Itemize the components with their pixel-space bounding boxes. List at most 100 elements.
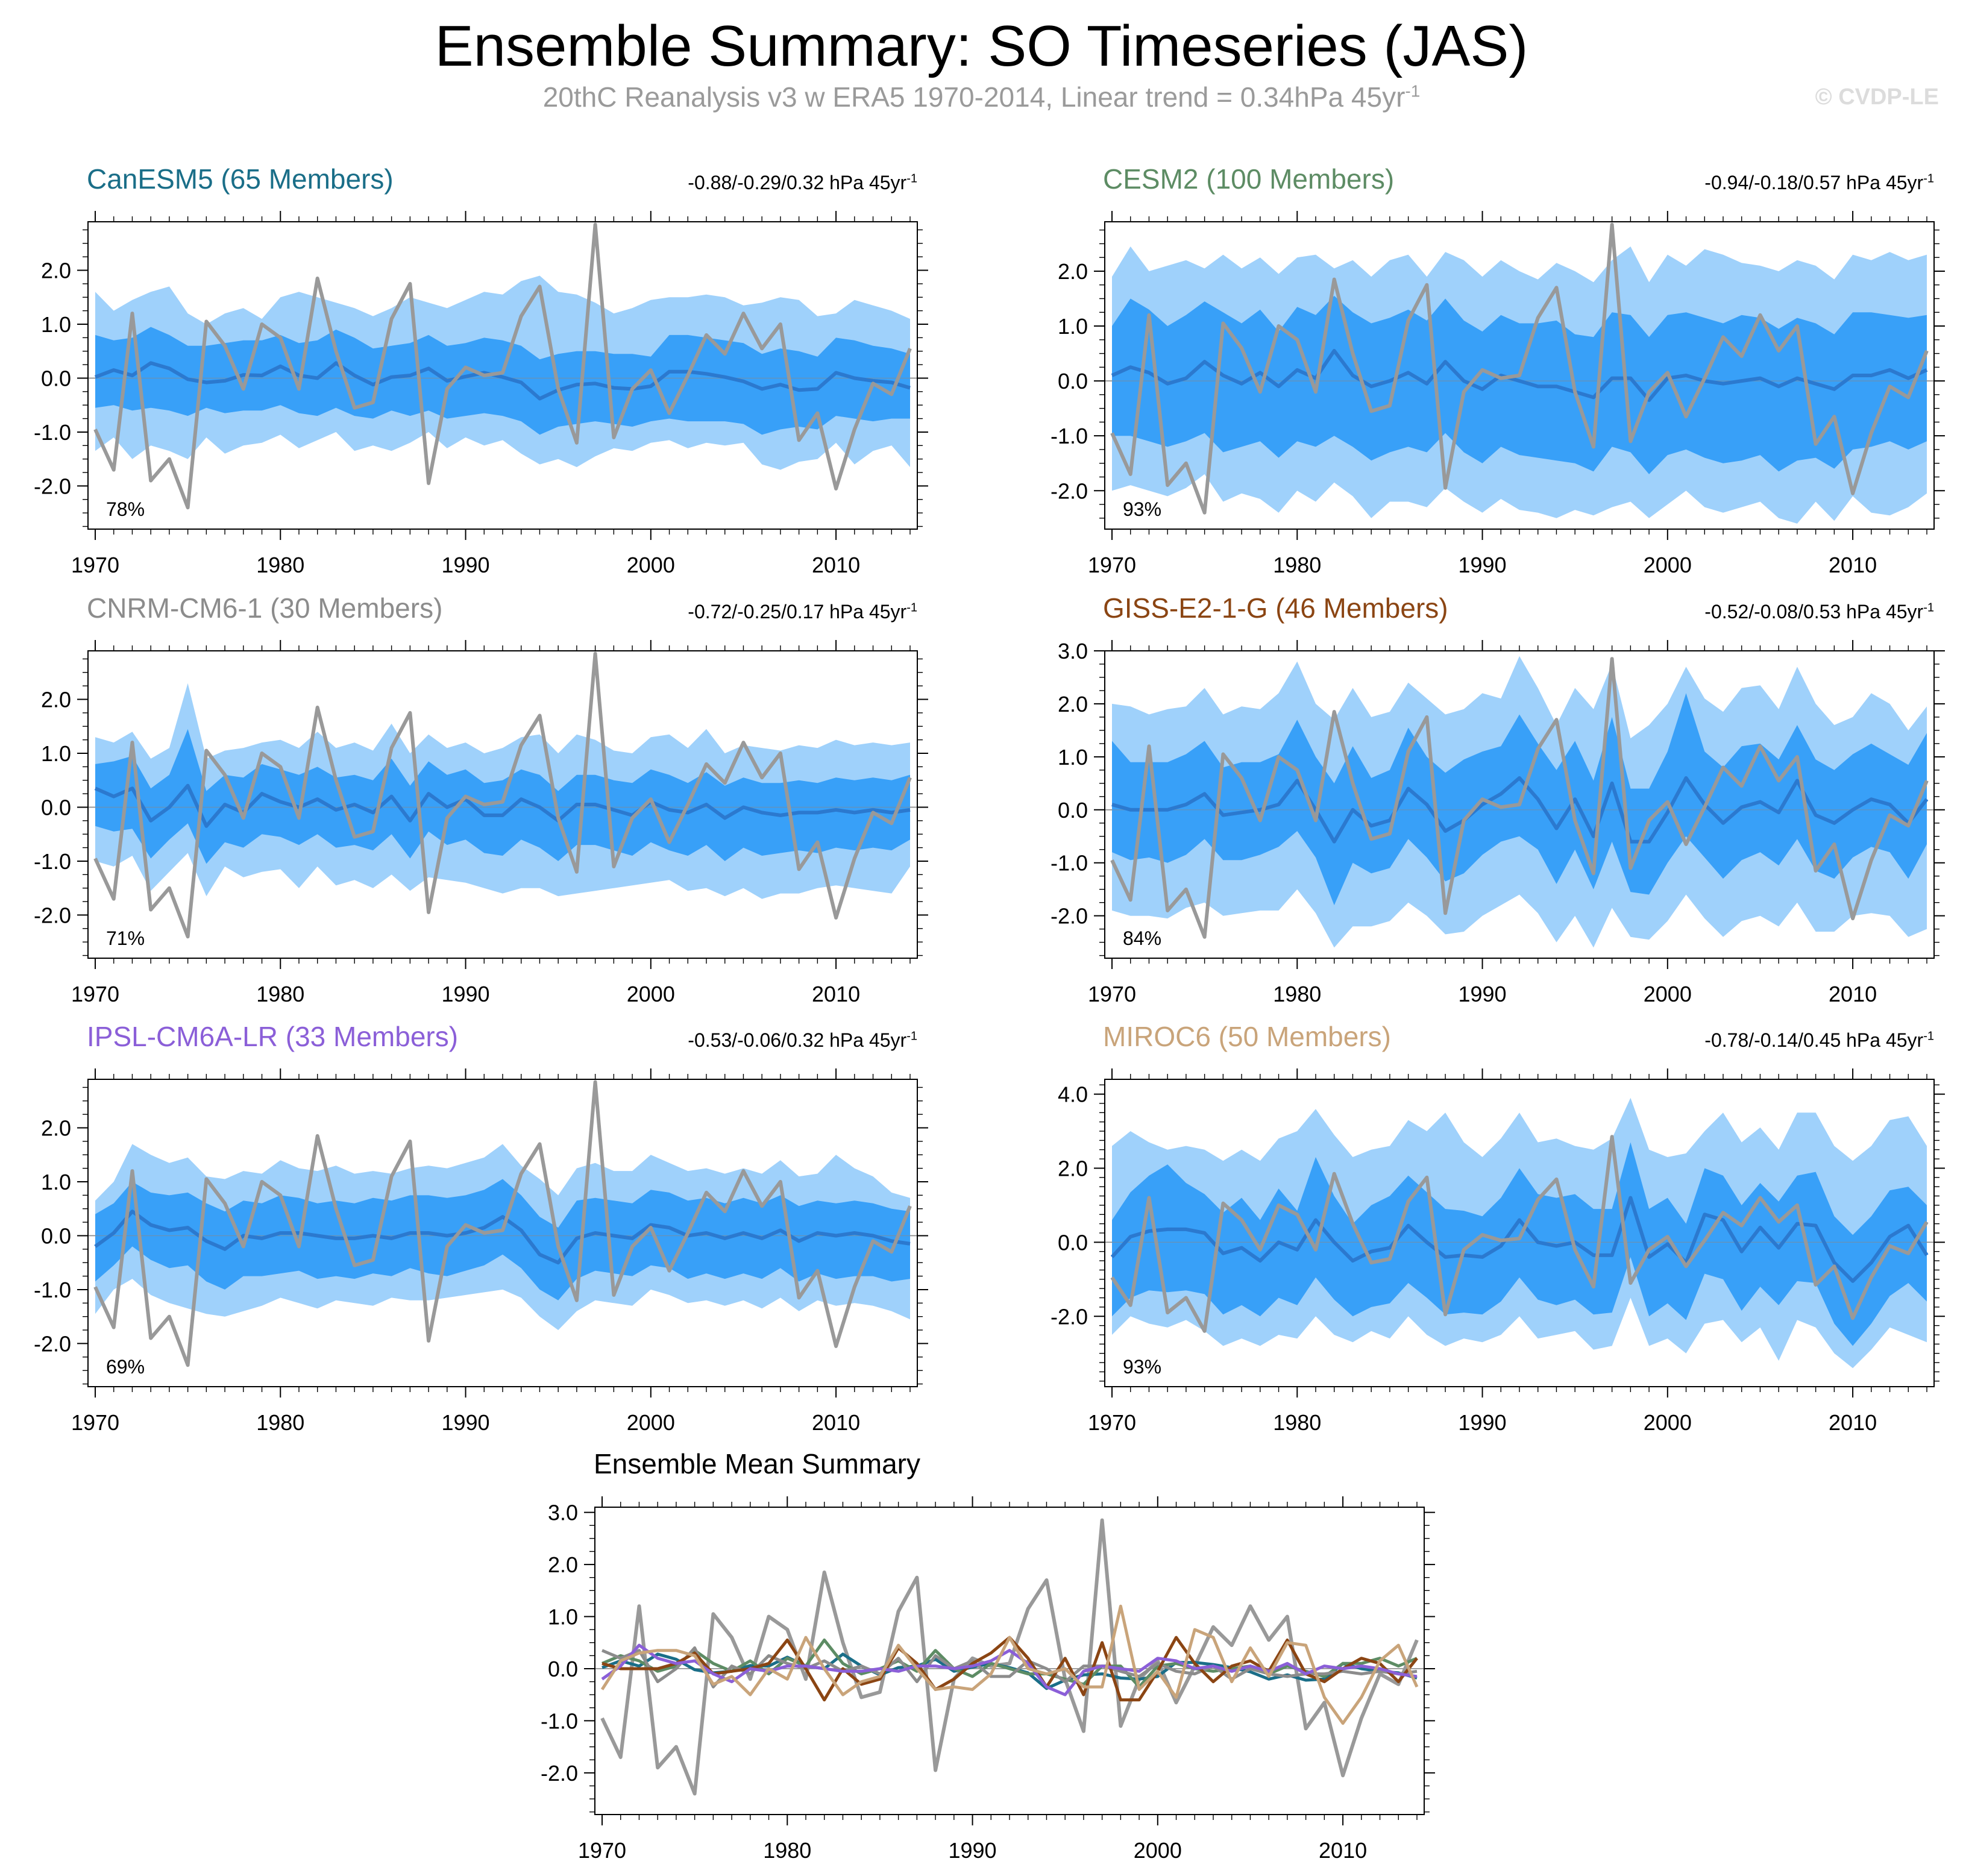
y-tick-label: -1.0 (34, 420, 71, 445)
observations-line (1110, 222, 1929, 515)
x-tick-label: 1970 (578, 1838, 626, 1863)
y-tick-label: 2.0 (1058, 692, 1088, 717)
y-tick-label: 0.0 (1058, 1230, 1088, 1255)
x-tick-label: 1970 (1088, 1410, 1136, 1435)
y-tick-label: -1.0 (1051, 424, 1088, 448)
y-tick-label: -2.0 (1051, 904, 1088, 929)
panel-miroc6: -2.0 0.0 2.0 4.0 1970 1980 1990 2000 2010 93% (1051, 1068, 1945, 1435)
y-tick-label: 2.0 (1058, 1156, 1088, 1181)
spread-band-inner (95, 327, 910, 435)
panel-trend-ipsl: -0.53/-0.06/0.32 hPa 45yr-1 (688, 1029, 917, 1052)
y-tick-label: 2.0 (548, 1552, 578, 1577)
y-tick-label: 4.0 (1058, 1082, 1088, 1107)
y-tick-label: 0.0 (1058, 369, 1088, 394)
y-tick-label: 1.0 (1058, 745, 1088, 770)
panel-canesm5: -2.0 -1.0 0.0 1.0 2.0 1970 1980 1990 2000 2010 78% (34, 211, 928, 577)
x-tick-label: 2000 (1644, 553, 1692, 577)
x-tick-label: 2000 (1134, 1838, 1182, 1863)
y-tick-label: 0.0 (41, 1223, 71, 1248)
main-title: Ensemble Summary: SO Timeseries (JAS) (435, 14, 1528, 78)
y-tick-label: -2.0 (1051, 1304, 1088, 1329)
trend-sup: -1 (906, 601, 917, 615)
panel-title-miroc6: MIROC6 (50 Members) (1103, 1021, 1391, 1052)
panel-ensemble-mean-summary: -2.0 -1.0 0.0 1.0 2.0 3.0 1970 1980 1990 2000 2010 (541, 1496, 1435, 1863)
y-tick-label: -2.0 (541, 1761, 578, 1786)
percent-label: 93% (1123, 1356, 1161, 1378)
x-tick-label: 1990 (441, 982, 489, 1006)
x-tick-label: 1980 (256, 982, 304, 1006)
y-tick-label: 0.0 (1058, 798, 1088, 823)
panel-giss-e2-1-g: -2.0 -1.0 0.0 1.0 2.0 3.0 1970 1980 1990 2000 2010… (1051, 639, 1945, 1006)
x-tick-label: 2000 (1644, 982, 1692, 1006)
x-tick-label: 1980 (256, 1410, 304, 1435)
x-tick-label: 2010 (812, 982, 860, 1006)
x-tick-label: 1970 (71, 982, 119, 1006)
ensemble-mean-line (94, 783, 911, 828)
observations-line (600, 1518, 1419, 1796)
trend-text: -0.72/-0.25/0.17 hPa 45yr (688, 601, 907, 623)
y-tick-label: -2.0 (34, 1331, 71, 1356)
percent-label: 71% (106, 927, 145, 949)
trend-text: -0.94/-0.18/0.57 hPa 45yr (1704, 172, 1924, 193)
spread-band-inner (1112, 1142, 1927, 1346)
panel-title-ipsl: IPSL-CM6A-LR (33 Members) (87, 1021, 459, 1052)
x-tick-label: 1970 (1088, 982, 1136, 1006)
y-tick-label: -2.0 (1051, 478, 1088, 503)
ensemble-mean-line (94, 1209, 911, 1265)
y-tick-label: 1.0 (41, 312, 71, 337)
axis-ticks: -2.0 0.0 2.0 4.0 1970 1980 1990 2000 2010 (1051, 1068, 1945, 1435)
y-tick-label: -1.0 (34, 849, 71, 874)
x-tick-label: 2000 (627, 1410, 675, 1435)
axis-ticks: -2.0 -1.0 0.0 1.0 2.0 3.0 1970 1980 1990 2000 2010 (1051, 639, 1945, 1006)
observations-line (1110, 1135, 1929, 1333)
y-tick-label: 2.0 (41, 688, 71, 712)
y-tick-label: 2.0 (41, 259, 71, 283)
x-tick-label: 1990 (1458, 1410, 1506, 1435)
copyright-label: © CVDP-LE (1815, 84, 1939, 110)
y-tick-label: 1.0 (41, 741, 71, 766)
x-tick-label: 1990 (1458, 982, 1506, 1006)
trend-sup: -1 (1923, 601, 1934, 615)
ensemble-mean-line (1111, 776, 1929, 844)
panel-cnrm-cm6-1: -2.0 -1.0 0.0 1.0 2.0 1970 1980 1990 2000 2010 71% (34, 640, 928, 1006)
panel-cesm2: -2.0 -1.0 0.0 1.0 2.0 1970 1980 1990 2000 2010 93% (1051, 211, 1945, 577)
panel-trend-canesm5: -0.88/-0.29/0.32 hPa 45yr-1 (688, 172, 917, 194)
trend-sup: -1 (906, 1029, 917, 1043)
y-tick-label: 1.0 (548, 1605, 578, 1630)
x-tick-label: 2000 (627, 982, 675, 1006)
panel-ipsl-cm6a-lr: -2.0 -1.0 0.0 1.0 2.0 1970 1980 1990 2000 2010 69% (34, 1068, 928, 1435)
y-tick-label: 2.0 (41, 1116, 71, 1141)
observations-line (93, 222, 912, 510)
y-tick-label: 3.0 (548, 1501, 578, 1525)
trend-sup: -1 (1923, 1029, 1934, 1043)
percent-label: 93% (1123, 498, 1161, 520)
subtitle: 20thC Reanalysis v3 w ERA5 1970-2014, Li… (0, 81, 1963, 113)
x-tick-label: 1980 (256, 553, 304, 577)
x-tick-label: 2010 (812, 1410, 860, 1435)
axis-ticks: -2.0 -1.0 0.0 1.0 2.0 1970 1980 1990 2000 2010 (34, 211, 928, 577)
axis-ticks: -2.0 -1.0 0.0 1.0 2.0 1970 1980 1990 2000 2010 (34, 640, 928, 1006)
axis-ticks: -2.0 -1.0 0.0 1.0 2.0 1970 1980 1990 2000 2010 (34, 1068, 928, 1435)
y-tick-label: -1.0 (1051, 851, 1088, 876)
x-tick-label: 1980 (1273, 982, 1321, 1006)
x-tick-label: 2010 (1829, 982, 1877, 1006)
subtitle-text: 20thC Reanalysis v3 w ERA5 1970-2014, Li… (542, 81, 1406, 113)
ensemble-mean-line (1110, 1196, 1929, 1283)
ensemble-mean-line (94, 361, 911, 401)
panel-trend-giss: -0.52/-0.08/0.53 hPa 45yr-1 (1704, 601, 1934, 623)
y-tick-label: -1.0 (541, 1708, 578, 1733)
x-tick-label: 2010 (1829, 1410, 1877, 1435)
x-tick-label: 1970 (71, 1410, 119, 1435)
x-tick-label: 2010 (812, 553, 860, 577)
x-tick-label: 2010 (1319, 1838, 1367, 1863)
trend-text: -0.88/-0.29/0.32 hPa 45yr (688, 172, 907, 193)
y-tick-label: -2.0 (34, 474, 71, 498)
spread-band-inner (95, 1179, 910, 1300)
panel-title-giss: GISS-E2-1-G (46 Members) (1103, 592, 1448, 624)
panel-title-canesm5: CanESM5 (65 Members) (87, 163, 394, 195)
y-tick-label: 3.0 (1058, 639, 1088, 664)
x-tick-label: 1990 (948, 1838, 996, 1863)
x-tick-label: 1970 (1088, 553, 1136, 577)
trend-text: -0.52/-0.08/0.53 hPa 45yr (1704, 601, 1924, 623)
